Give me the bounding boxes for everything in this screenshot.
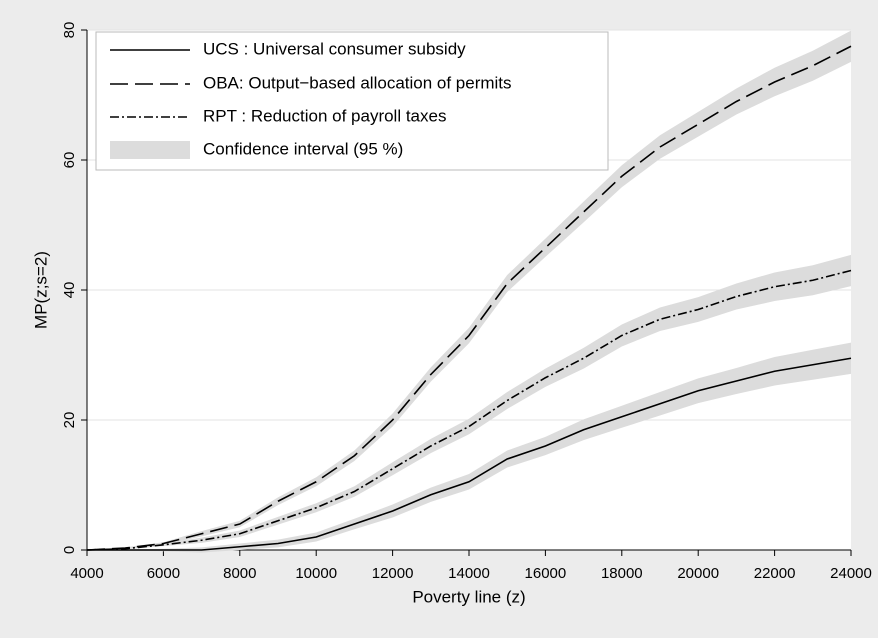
legend-swatch [110, 141, 190, 159]
x-tick-label: 14000 [448, 565, 490, 582]
confidence-band [87, 342, 851, 553]
x-tick-label: 22000 [754, 565, 796, 582]
series-line [86, 269, 852, 551]
x-tick-label: 10000 [295, 565, 337, 582]
y-axis-label: MP(z;s=2) [31, 251, 50, 329]
y-tick-label: 40 [61, 282, 78, 299]
x-tick-label: 18000 [601, 565, 643, 582]
y-tick-label: 0 [61, 546, 78, 554]
series-line [87, 357, 852, 551]
series-line [86, 45, 852, 551]
y-tick-label: 60 [61, 152, 78, 169]
x-tick-label: 6000 [147, 565, 180, 582]
y-tick-label: 20 [61, 412, 78, 429]
x-tick-label: 8000 [223, 565, 256, 582]
legend-label: UCS : Universal consumer subsidy [203, 39, 466, 58]
legend-label: OBA: Output−based allocation of permits [203, 73, 512, 92]
confidence-band [87, 254, 851, 550]
x-axis-label: Poverty line (z) [412, 587, 525, 606]
x-tick-label: 12000 [372, 565, 414, 582]
y-tick-label: 80 [61, 22, 78, 39]
x-tick-label: 24000 [830, 565, 872, 582]
x-tick-label: 20000 [677, 565, 719, 582]
legend-label: RPT : Reduction of payroll taxes [203, 106, 446, 125]
x-tick-label: 16000 [525, 565, 567, 582]
x-tick-label: 4000 [70, 565, 103, 582]
legend-label: Confidence interval (95 %) [203, 139, 403, 158]
